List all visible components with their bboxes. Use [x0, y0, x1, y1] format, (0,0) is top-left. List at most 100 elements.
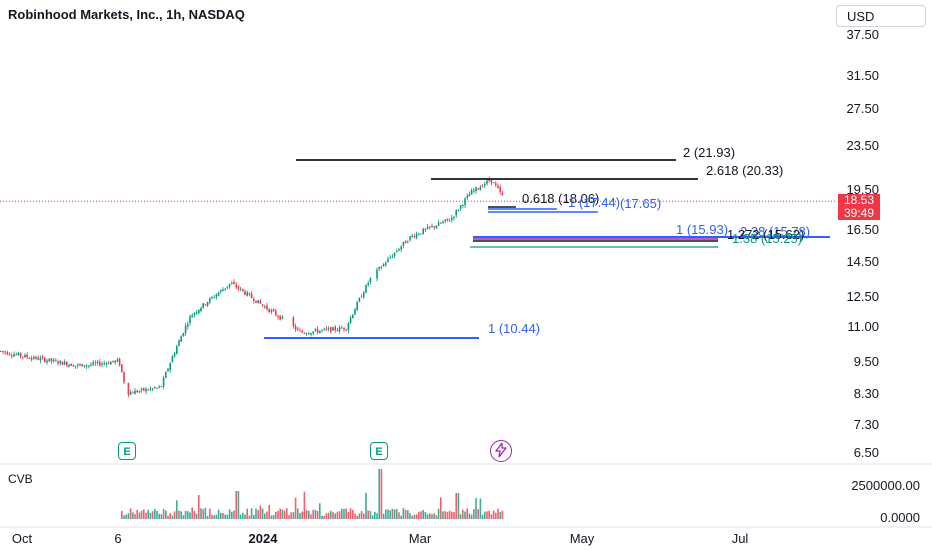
candle-body: [396, 250, 398, 252]
volume-bar: [473, 509, 475, 519]
candle-body: [429, 226, 431, 228]
candle-body: [165, 372, 167, 379]
candle-body: [484, 183, 486, 186]
candle-body: [66, 361, 68, 366]
candle-body: [74, 365, 77, 367]
symbol-title[interactable]: Robinhood Markets, Inc., 1h, NASDAQ: [8, 7, 245, 22]
candle-body: [277, 315, 279, 318]
volume-bar: [264, 513, 266, 519]
volume-bar: [202, 509, 204, 519]
volume-bar: [369, 511, 372, 519]
candle-body: [52, 359, 55, 362]
candle-body: [343, 327, 345, 330]
volume-bar: [495, 512, 497, 519]
candle-body: [114, 360, 116, 363]
candle-body: [255, 300, 257, 303]
volume-indicator-label[interactable]: CVB: [8, 472, 33, 486]
volume-bar: [169, 513, 171, 519]
candle-body: [481, 185, 484, 187]
earnings-badge-oct[interactable]: E: [118, 442, 136, 460]
candle-body: [248, 293, 251, 295]
candle-body: [57, 361, 59, 364]
candle-body: [299, 330, 301, 332]
volume-bar: [404, 509, 407, 519]
candle-body: [490, 179, 493, 183]
volume-bar: [253, 515, 255, 519]
candle-body: [222, 289, 224, 292]
candle-body: [195, 312, 198, 314]
volume-bar: [402, 508, 405, 519]
candle-body: [6, 352, 9, 355]
candle-body: [44, 357, 46, 362]
candle-body: [468, 194, 471, 197]
price-tick-label: 9.50: [854, 354, 879, 369]
candle-body: [382, 263, 385, 267]
candle-body: [387, 258, 389, 263]
volume-bar: [143, 509, 145, 519]
volume-bar: [176, 500, 178, 519]
candle-body: [402, 241, 405, 246]
candle-body: [94, 362, 97, 364]
candle-body: [365, 284, 367, 293]
volume-bar: [244, 514, 246, 519]
candle-body: [321, 329, 323, 331]
candle-body: [376, 269, 378, 279]
volume-bar: [257, 510, 259, 519]
volume-bar: [316, 510, 319, 519]
candle-body: [398, 249, 400, 251]
volume-bar: [409, 513, 411, 519]
candle-body: [11, 355, 13, 357]
candle-body: [121, 364, 123, 373]
candle-body: [158, 386, 160, 388]
volume-bar: [228, 509, 231, 519]
currency-button[interactable]: USD: [836, 5, 926, 27]
candle-body: [37, 357, 39, 360]
volume-bar: [239, 514, 242, 519]
volume-bar: [158, 513, 160, 519]
price-tick-label: 19.50: [846, 182, 879, 197]
time-tick-label: 2024: [249, 531, 279, 546]
fib-level-label: 1.272 (15.62): [727, 227, 804, 242]
candle-body: [246, 292, 248, 296]
lightning-icon[interactable]: [490, 440, 512, 462]
candle-body: [477, 188, 479, 190]
candle-body: [393, 252, 396, 256]
volume-bar: [184, 510, 187, 519]
candle-body: [501, 192, 504, 196]
time-tick-label: 6: [114, 531, 121, 546]
volume-bar: [270, 515, 273, 519]
volume-bar: [378, 469, 380, 519]
time-tick-label: Jul: [732, 531, 749, 546]
earnings-badge-feb[interactable]: E: [370, 442, 388, 460]
volume-bar: [288, 515, 290, 519]
volume-bar: [209, 508, 211, 519]
price-tick-label: 12.50: [846, 289, 879, 304]
volume-bar: [151, 511, 154, 519]
candle-body: [347, 323, 350, 331]
candle-body: [244, 291, 246, 295]
volume-tick-label: 2500000.00: [851, 478, 920, 493]
candle-body: [314, 329, 317, 331]
volume-bar: [312, 509, 314, 519]
candle-body: [492, 182, 495, 184]
candle-body: [420, 233, 422, 235]
candle-body: [356, 302, 358, 311]
candle-body: [446, 218, 449, 221]
volume-bar: [279, 508, 281, 519]
volume-bar: [237, 491, 240, 519]
candle-body: [13, 354, 15, 357]
candle-body: [433, 226, 435, 228]
candle-body: [338, 327, 341, 332]
volume-bar: [268, 504, 270, 519]
volume-bar: [160, 514, 163, 519]
volume-bar: [294, 497, 297, 519]
candle-body: [50, 358, 53, 362]
volume-bar: [233, 510, 235, 519]
volume-bar: [195, 513, 198, 519]
candle-body: [46, 360, 48, 363]
volume-bar: [446, 512, 449, 519]
fib-level-label: 1 (15.93): [676, 222, 728, 237]
volume-bar: [198, 495, 200, 519]
candle-body: [167, 368, 169, 372]
